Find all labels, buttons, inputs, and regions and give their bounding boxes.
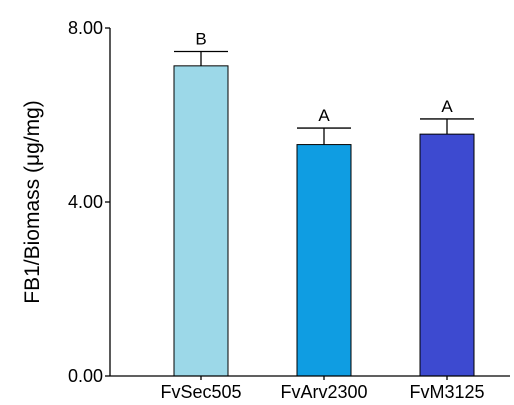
significance-letter-FvM3125: A <box>441 97 453 116</box>
y-axis-title: FB1/Biomass (μg/mg) <box>21 100 44 303</box>
y-ticks-layer: 0.00 4.00 8.00 <box>68 18 110 386</box>
y-tick-label: 8.00 <box>68 18 103 38</box>
bar-FvArv2300 <box>296 144 352 377</box>
significance-letters-layer: B A A <box>195 29 453 125</box>
x-tick-label-FvM3125: FvM3125 <box>409 382 484 402</box>
bar-FvSec505 <box>173 65 229 377</box>
x-tick-labels-layer: FvSec505 FvArv2300 FvM3125 <box>160 376 485 402</box>
x-tick-label-FvSec505: FvSec505 <box>160 382 241 402</box>
significance-letter-FvSec505: B <box>195 29 206 48</box>
x-tick-label-FvArv2300: FvArv2300 <box>280 382 367 402</box>
error-bars-layer <box>174 50 474 145</box>
significance-letter-FvArv2300: A <box>318 106 330 125</box>
y-tick-label: 0.00 <box>68 366 103 386</box>
bar-FvM3125 <box>419 133 475 377</box>
y-tick-label: 4.00 <box>68 192 103 212</box>
